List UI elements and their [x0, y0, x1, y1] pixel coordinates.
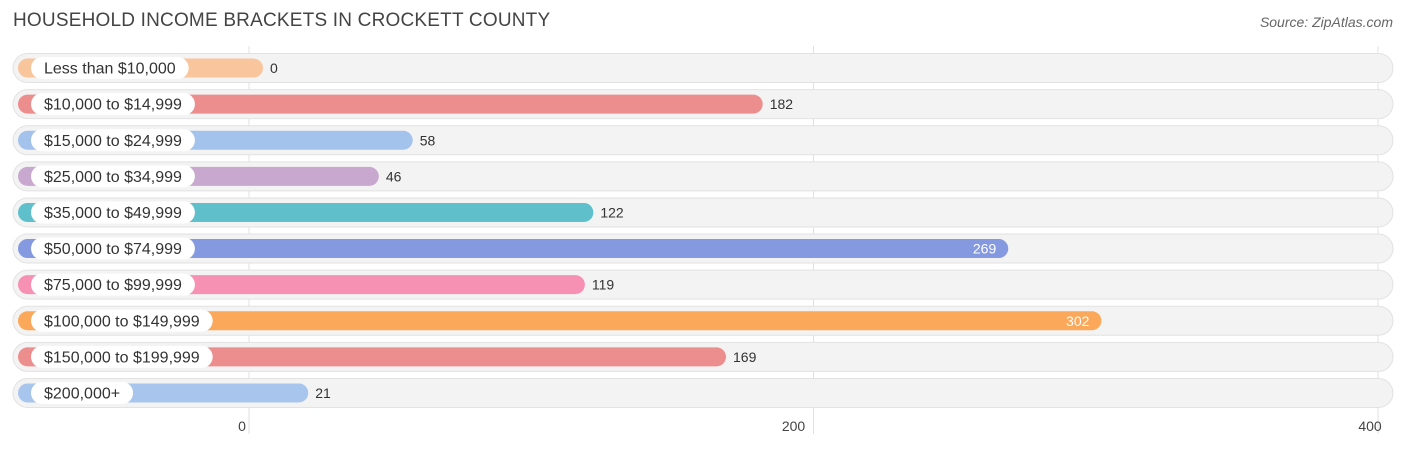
value-label: 58 — [420, 132, 436, 148]
bar-row: $10,000 to $14,999 182 — [12, 89, 1394, 120]
x-tick-label: 200 — [782, 418, 806, 434]
value-label: 46 — [386, 168, 402, 184]
bar-row: Less than $10,000 0 — [12, 53, 1394, 84]
category-label-pill — [31, 129, 195, 152]
bar-row: $100,000 to $149,999 302 — [12, 305, 1394, 336]
bar-row: $35,000 to $49,999 122 — [12, 197, 1394, 228]
value-label: 182 — [770, 96, 794, 112]
category-label-pill — [31, 381, 134, 404]
chart-source: Source: ZipAtlas.com — [1259, 14, 1393, 30]
category-label: Less than $10,000 — [44, 61, 176, 78]
category-label: $35,000 to $49,999 — [44, 205, 182, 222]
bar-row: $75,000 to $99,999 119 — [12, 269, 1394, 300]
value-label: 0 — [270, 60, 278, 76]
value-label: 169 — [733, 349, 757, 365]
value-label: 269 — [973, 241, 997, 257]
category-label: $75,000 to $99,999 — [44, 277, 182, 294]
rows-layer: Less than $10,000 0$10,000 to $14,999 182$… — [12, 53, 1394, 408]
category-label: $15,000 to $24,999 — [44, 133, 182, 150]
category-label-pill — [31, 345, 213, 368]
chart-title: HOUSEHOLD INCOME BRACKETS IN CROCKETT CO… — [13, 10, 551, 31]
bar-row: $15,000 to $24,999 58 — [12, 125, 1394, 156]
category-label: $200,000+ — [44, 385, 120, 402]
bar — [18, 94, 763, 114]
x-tick-label: 0 — [238, 418, 246, 434]
ticks-layer: 0 200 400 — [238, 418, 1382, 434]
category-label-pill — [31, 165, 195, 188]
category-label-pill — [31, 309, 213, 332]
category-label-pill — [31, 237, 195, 260]
value-label: 119 — [592, 277, 615, 293]
category-label: $150,000 to $199,999 — [44, 349, 200, 366]
bar-row: $50,000 to $74,999 269 — [12, 233, 1394, 264]
row-background — [12, 53, 1394, 84]
category-label: $25,000 to $34,999 — [44, 169, 182, 186]
bar-row: $200,000+ 21 — [12, 377, 1394, 408]
bar — [18, 311, 1102, 331]
category-label-pill — [31, 57, 189, 80]
row-background — [12, 377, 1394, 408]
bar — [18, 239, 1009, 259]
category-label: $10,000 to $14,999 — [44, 97, 182, 114]
category-label: $100,000 to $149,999 — [44, 313, 200, 330]
category-label-pill — [31, 273, 195, 296]
value-label: 122 — [600, 204, 624, 220]
bar-row: $150,000 to $199,999 169 — [12, 341, 1394, 372]
bar-row: $25,000 to $34,999 46 — [12, 161, 1394, 192]
category-label: $50,000 to $74,999 — [44, 241, 182, 258]
category-label-pill — [31, 201, 195, 224]
value-label: 21 — [315, 385, 331, 401]
x-tick-label: 400 — [1358, 418, 1382, 434]
category-label-pill — [31, 93, 195, 116]
value-label: 302 — [1066, 313, 1090, 329]
